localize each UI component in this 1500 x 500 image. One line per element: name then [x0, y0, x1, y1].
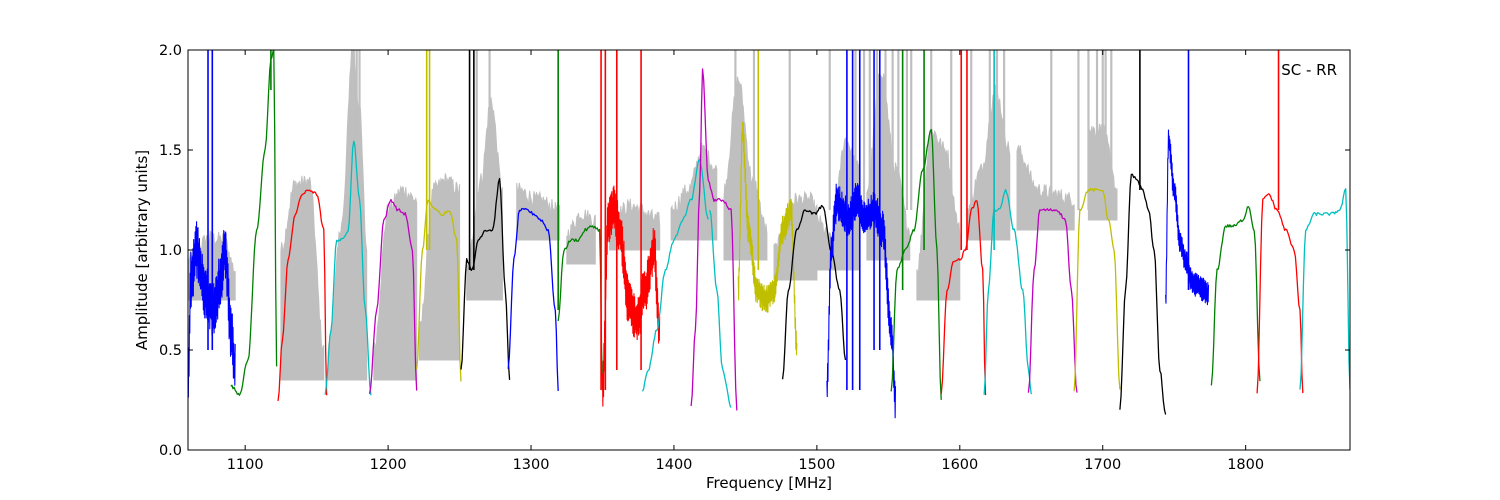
envelope-segment-6: [516, 182, 561, 241]
series-line-11: [690, 68, 738, 411]
series-line-10: [641, 158, 709, 392]
series-line-12: [709, 209, 732, 408]
series-line-2: [277, 189, 328, 402]
plot-area: [188, 50, 1350, 419]
series-line-9: [601, 185, 661, 407]
x-tick-label: 1400: [656, 457, 693, 473]
y-tick-label: 0.5: [159, 343, 182, 359]
y-tick-label: 0.0: [159, 443, 182, 459]
y-tick-label: 1.0: [159, 243, 182, 259]
background-envelope: [188, 50, 1118, 381]
series-line-16: [890, 128, 942, 400]
x-tick-label: 1800: [1227, 457, 1264, 473]
x-tick-label: 1300: [513, 457, 550, 473]
y-axis-ticks: 0.0 0.5 1.0 1.5 2.0: [159, 43, 1350, 459]
series-line-22: [1165, 129, 1210, 306]
series-line-8: [557, 225, 604, 391]
series-line-23: [1210, 206, 1261, 386]
series-line-3: [324, 140, 372, 396]
series-line-19: [1027, 208, 1078, 393]
series-line-21: [1119, 173, 1167, 415]
envelope-segment-3: [373, 185, 418, 381]
x-tick-label: 1200: [370, 457, 407, 473]
series-line-24: [1256, 193, 1304, 394]
background-spikes: [352, 50, 1113, 210]
series-line-20: [1073, 187, 1121, 392]
series-line-18: [983, 188, 1032, 395]
x-axis-label: Frequency [MHz]: [706, 474, 832, 492]
series-line-7: [507, 207, 559, 391]
series-line-25: [1299, 188, 1350, 390]
envelope-segment-16: [1016, 145, 1075, 231]
chart-annotation: SC - RR: [1281, 61, 1337, 79]
x-tick-label: 1500: [798, 457, 835, 473]
series-line-17: [940, 200, 987, 396]
series-line-14: [781, 204, 847, 380]
x-axis-ticks: 1100 1200 1300 1400 1500 1600 1700 1800: [227, 50, 1264, 473]
x-tick-label: 1100: [227, 457, 264, 473]
series-line-13: [737, 121, 798, 356]
y-axis-label: Amplitude [arbitrary units]: [133, 150, 151, 350]
series-line-4: [368, 198, 418, 394]
x-tick-label: 1700: [1084, 457, 1121, 473]
series-lines: [188, 50, 1350, 419]
y-tick-label: 1.5: [159, 143, 182, 159]
x-tick-label: 1600: [941, 457, 978, 473]
rfi-spikes: [207, 50, 1280, 390]
y-tick-label: 2.0: [159, 43, 182, 59]
envelope-segment-1: [280, 175, 325, 381]
series-line-5: [416, 199, 462, 382]
envelope-segment-4: [419, 173, 461, 361]
series-line-15: [826, 182, 897, 419]
series-line-1: [230, 50, 278, 396]
